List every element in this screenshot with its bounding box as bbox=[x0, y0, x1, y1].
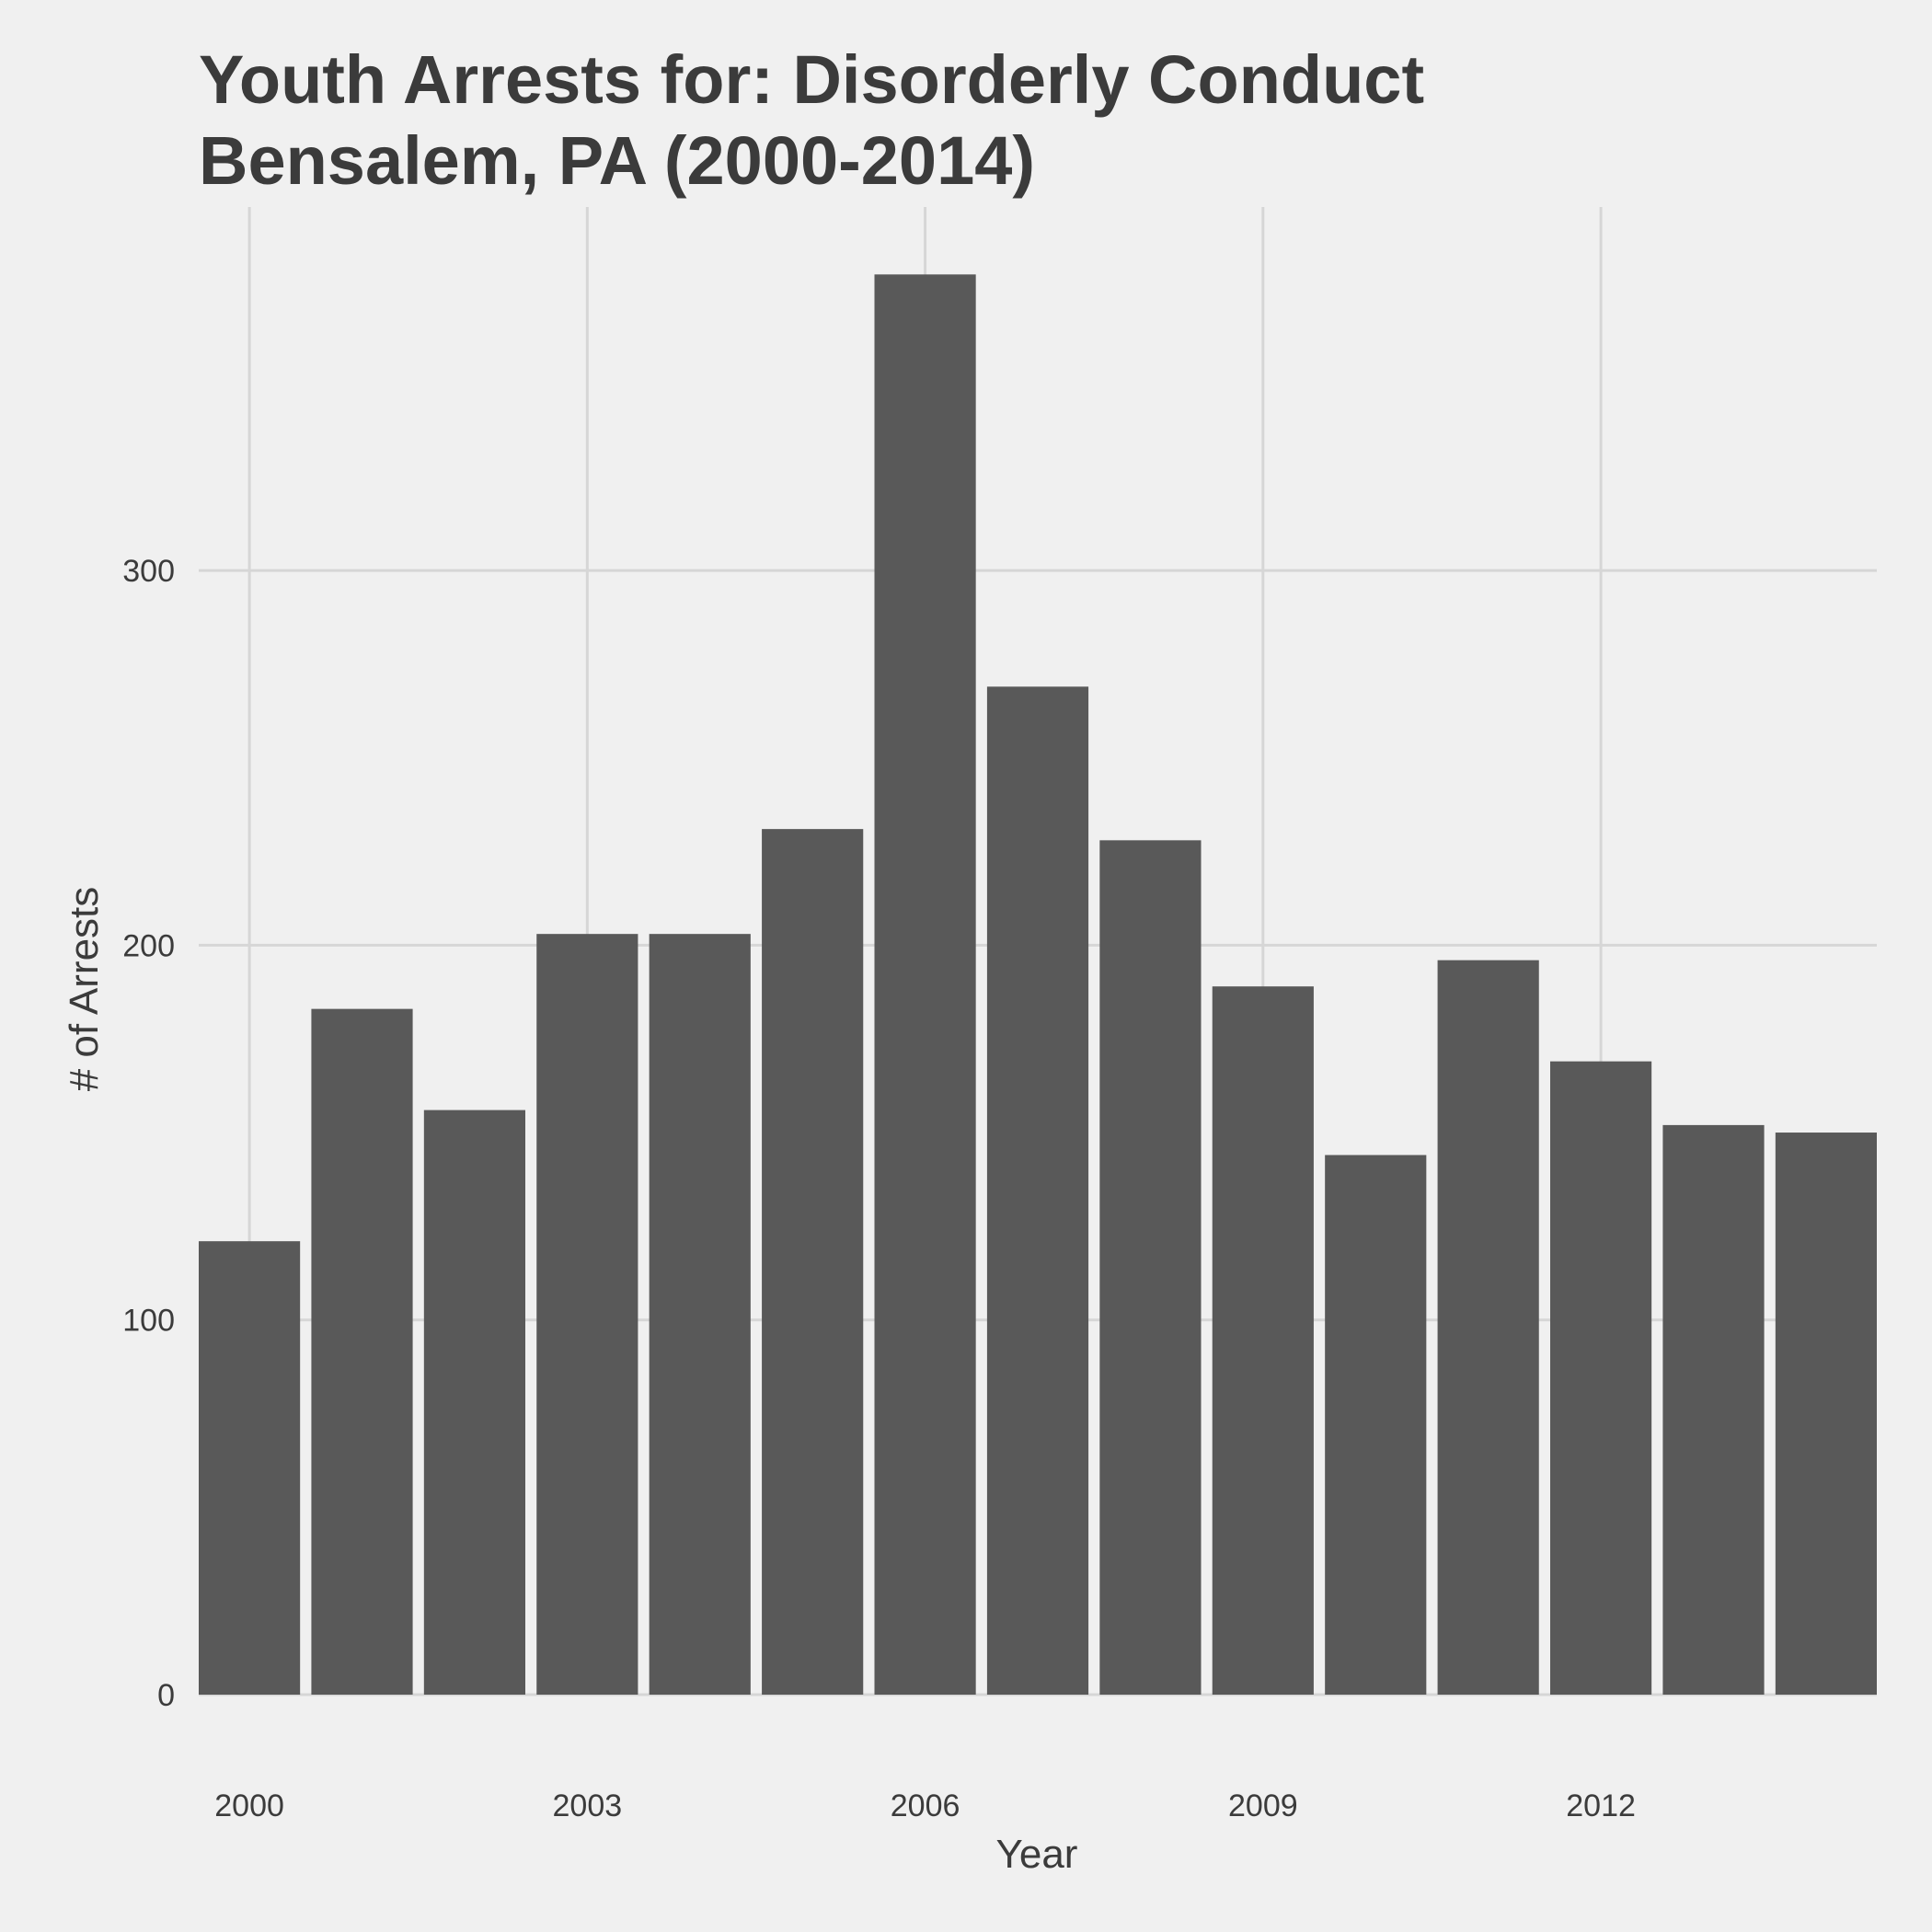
chart-title: Youth Arrests for: Disorderly Conduct bbox=[199, 41, 1424, 118]
y-axis-title: # of Arrests bbox=[62, 887, 107, 1092]
y-tick-label: 0 bbox=[157, 1678, 175, 1713]
bar-2006 bbox=[874, 274, 976, 1696]
bar-2007 bbox=[986, 686, 1089, 1695]
bar-2009 bbox=[1212, 986, 1314, 1695]
y-axis-ticks: 0 100 200 300 bbox=[122, 554, 175, 1713]
chart-subtitle: Bensalem, PA (2000-2014) bbox=[199, 122, 1035, 199]
bar-2002 bbox=[423, 1110, 526, 1695]
y-tick-label: 200 bbox=[122, 928, 175, 963]
bar-2010 bbox=[1325, 1155, 1427, 1695]
bar-2008 bbox=[1099, 840, 1202, 1695]
bar-2012 bbox=[1549, 1061, 1652, 1695]
x-tick-label: 2009 bbox=[1228, 1788, 1298, 1823]
x-axis-title: Year bbox=[996, 1832, 1078, 1877]
x-tick-label: 2006 bbox=[891, 1788, 960, 1823]
bar-2013 bbox=[1662, 1124, 1765, 1695]
x-tick-label: 2000 bbox=[214, 1788, 284, 1823]
bar-2000 bbox=[199, 1241, 301, 1695]
bar-2004 bbox=[649, 934, 751, 1695]
y-tick-label: 300 bbox=[122, 554, 175, 589]
bars bbox=[199, 274, 1877, 1696]
bar-2003 bbox=[536, 934, 638, 1695]
x-tick-label: 2012 bbox=[1566, 1788, 1636, 1823]
bar-2005 bbox=[762, 829, 864, 1695]
bar-2001 bbox=[311, 1008, 413, 1695]
x-axis-ticks: 2000 2003 2006 2009 2012 bbox=[214, 1788, 1636, 1823]
bar-2011 bbox=[1437, 960, 1539, 1695]
x-tick-label: 2003 bbox=[553, 1788, 623, 1823]
y-tick-label: 100 bbox=[122, 1304, 175, 1339]
bar-2014 bbox=[1775, 1133, 1877, 1695]
